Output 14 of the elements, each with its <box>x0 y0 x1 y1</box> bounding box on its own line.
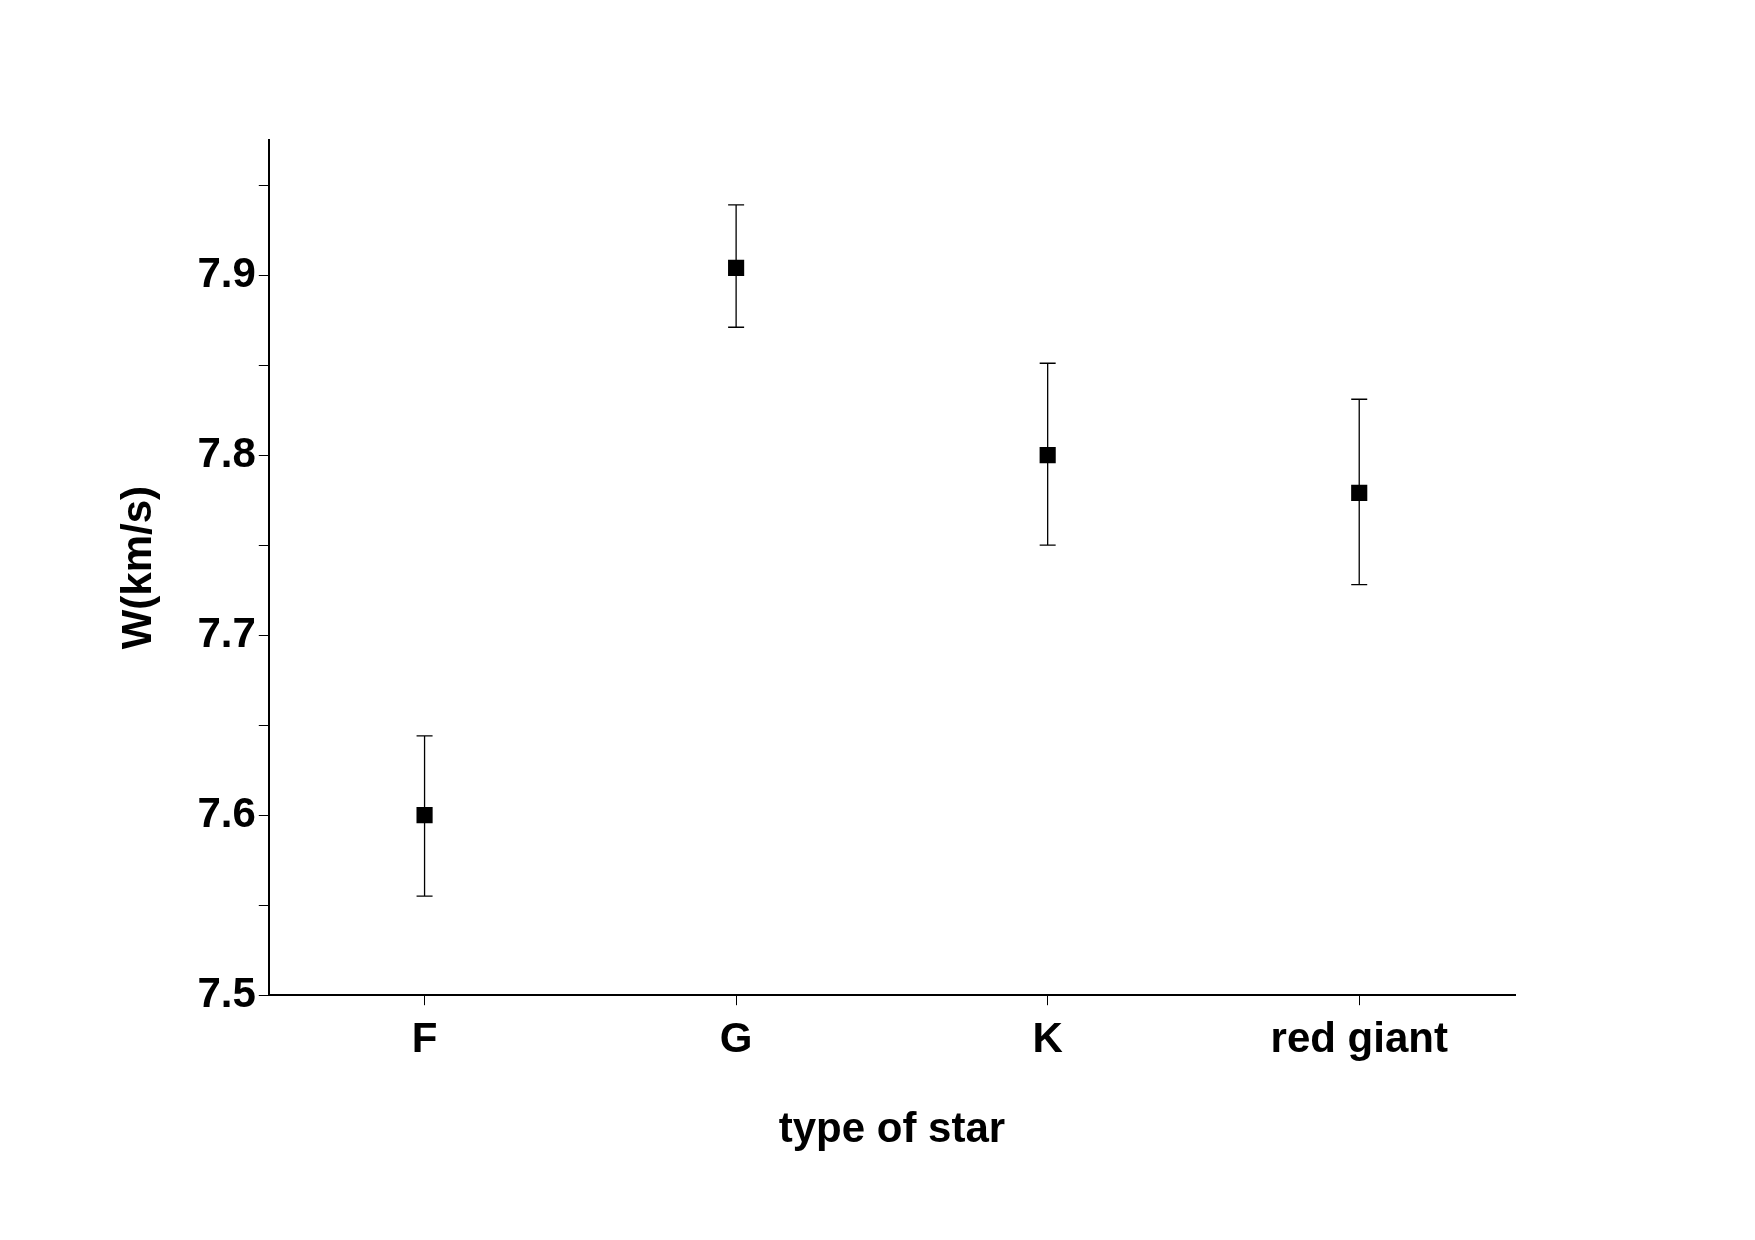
point <box>1039 447 1056 464</box>
x-tick-label: K <box>1032 1013 1063 1061</box>
y-tick-label: 7.6 <box>197 788 256 836</box>
x-tick-label: G <box>719 1013 753 1061</box>
point <box>1351 484 1368 501</box>
y-tick-label: 7.9 <box>197 248 256 296</box>
y-tick-label: 7.7 <box>197 608 256 656</box>
x-tick-label: red giant <box>1270 1013 1448 1061</box>
y-axis-title: W(km/s) <box>112 485 160 650</box>
y-tick-label: 7.8 <box>197 428 256 476</box>
x-tick-label: F <box>411 1013 438 1061</box>
x-axis-title: type of star <box>778 1104 1006 1152</box>
point <box>416 807 433 824</box>
y-tick-label: 7.5 <box>197 968 256 1016</box>
